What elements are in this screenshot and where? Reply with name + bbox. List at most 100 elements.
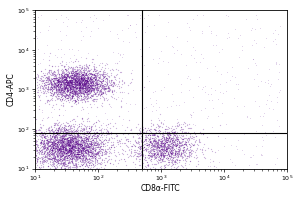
Point [67,145,72,148]
Point [88,72,93,76]
Point [170,138,175,141]
Point [45,147,50,150]
Point [77,70,82,73]
Point [99,89,104,92]
Point [57,76,62,79]
Point [58,83,62,87]
Point [83,139,88,142]
Point [77,152,82,156]
Point [89,143,94,146]
Point [58,78,63,81]
Point [55,149,60,153]
Point [59,166,64,169]
Point [81,79,86,82]
Point [78,156,83,159]
Point [85,75,89,78]
Point [56,147,61,150]
Point [97,77,101,80]
Point [80,145,85,149]
Point [76,77,80,80]
Point [72,74,76,77]
Point [63,148,68,152]
Point [159,144,164,147]
Point [73,71,78,74]
Point [50,149,54,152]
Point [61,156,66,159]
Point [97,82,101,85]
Point [46,148,50,151]
Point [67,85,72,88]
Point [147,142,152,146]
Point [133,162,138,166]
Point [50,90,55,93]
Point [65,162,70,165]
Point [30,135,35,139]
Point [152,128,156,131]
Point [81,169,85,172]
Point [89,93,94,96]
Point [120,149,125,152]
Point [69,87,74,90]
Point [128,24,133,27]
Point [82,85,87,88]
Point [47,154,52,157]
Point [176,145,181,148]
Point [86,153,91,156]
Point [72,92,77,95]
Point [67,84,71,87]
Point [224,13,228,17]
Point [67,150,72,153]
Point [65,81,70,84]
Point [102,75,107,78]
Point [224,81,229,84]
Point [67,146,71,150]
Point [88,79,93,82]
Point [48,93,53,96]
Point [110,90,115,94]
Point [55,138,60,141]
Point [110,51,115,54]
Point [79,87,83,91]
Point [42,91,47,94]
Point [66,73,71,76]
Point [47,82,52,85]
Point [267,68,272,71]
Point [34,159,39,162]
Point [76,79,81,82]
Point [58,97,62,101]
Point [98,72,102,75]
Point [52,77,57,80]
Point [69,130,74,133]
Point [95,89,100,92]
Point [73,76,78,80]
Point [94,95,99,98]
Point [77,80,82,83]
Point [145,24,149,28]
Point [84,146,89,149]
Point [167,154,172,157]
Point [190,95,195,98]
Point [63,95,68,99]
Point [67,88,72,91]
Point [161,154,166,157]
Point [80,82,85,85]
Point [206,114,210,118]
Point [146,164,150,168]
Point [180,146,185,150]
Point [162,144,167,147]
Point [24,162,28,165]
Point [82,74,86,78]
Point [76,90,81,93]
Point [79,149,83,152]
Point [78,83,83,86]
Point [103,76,108,79]
Point [60,88,65,92]
Point [48,86,53,90]
Point [75,150,80,153]
Point [158,168,163,171]
Point [153,152,158,155]
Point [56,148,61,151]
Point [70,89,75,92]
Point [181,156,186,159]
Point [58,80,62,84]
